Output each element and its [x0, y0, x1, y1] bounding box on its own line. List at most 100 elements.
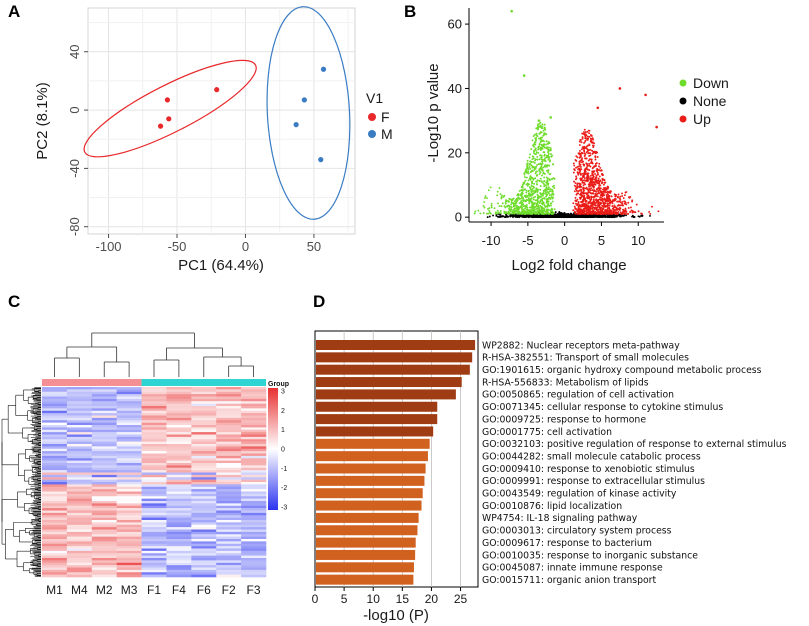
panel-b-point-up	[591, 189, 594, 192]
panel-b-point-up	[577, 200, 580, 203]
panel-c-heat-cell	[191, 498, 217, 502]
panel-c-heat-cell	[66, 491, 93, 495]
panel-b-y-tick-label: 0	[455, 210, 462, 225]
panel-b-points	[473, 9, 660, 219]
panel-b-point-down	[524, 207, 527, 210]
panel-b-point-up	[592, 175, 595, 178]
panel-c-heat-cell	[216, 417, 242, 421]
panel-b-point-none	[581, 215, 584, 218]
panel-b-point-up	[576, 156, 579, 159]
panel-c-heat-cell	[141, 441, 167, 445]
panel-b-legend-label-up: Up	[693, 111, 711, 127]
panel-d-term-labels: WP2882: Nuclear receptors meta-pathwayR-…	[482, 340, 787, 586]
panel-a-point-M	[293, 122, 299, 128]
panel-d-bar	[316, 463, 426, 474]
panel-b-point-up	[594, 210, 597, 213]
panel-b-point-down	[486, 197, 488, 199]
panel-b-point-none	[576, 215, 579, 218]
panel-b-point-down	[538, 172, 541, 175]
panel-b-point-none	[486, 216, 489, 219]
panel-c-heat-cell	[91, 486, 117, 490]
panel-b-point-up	[577, 168, 580, 171]
panel-c-heat-cell	[216, 539, 242, 542]
panel-a-legend: V1 FM	[366, 90, 393, 142]
panel-b-point-up	[597, 187, 600, 190]
panel-c-heat-cell	[241, 463, 267, 466]
panel-c-heat-cell	[166, 541, 192, 545]
panel-b-point-down	[533, 168, 536, 171]
panel-c-heat-cell	[216, 515, 242, 518]
panel-b-point-down	[538, 143, 541, 146]
panel-c-heat-cell	[191, 510, 217, 514]
panel-b-point-down	[545, 201, 548, 204]
panel-b-point-down	[493, 207, 496, 210]
panel-b-point-down	[551, 200, 554, 203]
panel-c-heat-cell	[42, 555, 68, 559]
panel-a-x-tick-label: -100	[96, 239, 122, 254]
panel-a-gridlines	[88, 8, 355, 234]
panel-b-point-up	[591, 138, 594, 140]
panel-d-term-label: GO:0050865: regulation of cell activatio…	[482, 390, 674, 401]
panel-a-x-tick-label: 50	[307, 239, 321, 254]
panel-c-heat-cell	[166, 474, 192, 478]
panel-c-group-label: Group	[268, 381, 289, 388]
panel-c-heat-cell	[42, 548, 68, 552]
panel-c-heat-cell	[42, 543, 68, 547]
panel-a-ellipse-F	[83, 59, 257, 158]
panel-b-point-down	[539, 166, 542, 169]
panel-b-point-down	[549, 147, 552, 150]
panel-b-point-up	[586, 204, 589, 207]
panel-b-point-down	[533, 182, 536, 185]
panel-c-heat-cell	[91, 477, 117, 480]
panel-c-heat-cell	[241, 415, 267, 419]
panel-b-point-down	[541, 192, 544, 195]
panel-c-heat-cell	[116, 429, 142, 433]
panel-c-heat-cell	[91, 503, 117, 507]
panel-b-point-up	[578, 160, 581, 163]
panel-c-heat-cell	[191, 501, 217, 504]
panel-c-heat-cell	[241, 486, 267, 490]
panel-b-point-up	[606, 190, 609, 193]
panel-b-point-down	[534, 195, 537, 198]
panel-b-point-up	[572, 162, 575, 165]
panel-b-point-up	[590, 158, 593, 161]
panel-c-heat-cell	[166, 565, 192, 568]
panel-c-heat-cell	[166, 529, 192, 533]
panel-b-point-up	[589, 148, 592, 151]
panel-b-point-up	[576, 212, 579, 215]
panel-b-y-tick-label: 20	[448, 145, 462, 160]
panel-c-heat-cell	[141, 429, 167, 433]
panel-b-point-up	[601, 212, 604, 215]
panel-c-heat-cell	[241, 489, 267, 492]
panel-c-heat-cell	[141, 503, 167, 507]
panel-b-point-up	[579, 177, 582, 180]
panel-b-point-up	[594, 204, 597, 207]
panel-b-point-down	[522, 204, 525, 207]
panel-c-heat-cell	[216, 391, 242, 395]
panel-c-heat-cell	[116, 503, 142, 507]
panel-b-point-down	[536, 135, 539, 138]
panel-b-point-down	[527, 183, 530, 186]
panel-b-point-down	[487, 189, 490, 192]
panel-b-point-down	[499, 212, 502, 215]
panel-b-point-up	[624, 210, 627, 213]
panel-b-point-down	[486, 212, 488, 215]
panel-b-point-up	[595, 169, 598, 172]
panel-c-heat-cell	[141, 489, 167, 492]
panel-b-point-down	[524, 170, 527, 172]
panel-b-point-down	[543, 197, 546, 200]
panel-c-heat-cell	[66, 474, 93, 478]
panel-b-point-down	[510, 199, 513, 202]
panel-a-point-M	[301, 97, 307, 103]
panel-b-point-down	[489, 186, 492, 189]
panel-c-heat-cell	[166, 439, 192, 442]
panel-c-heat-cell	[66, 477, 93, 480]
panel-b-point-up	[621, 213, 624, 215]
panel-c-heat-cell	[166, 496, 192, 499]
panel-b-point-down	[545, 147, 548, 150]
panel-c-heat-cell	[66, 434, 93, 438]
panel-b-point-up	[622, 208, 625, 211]
panel-b-point-down	[526, 162, 529, 165]
